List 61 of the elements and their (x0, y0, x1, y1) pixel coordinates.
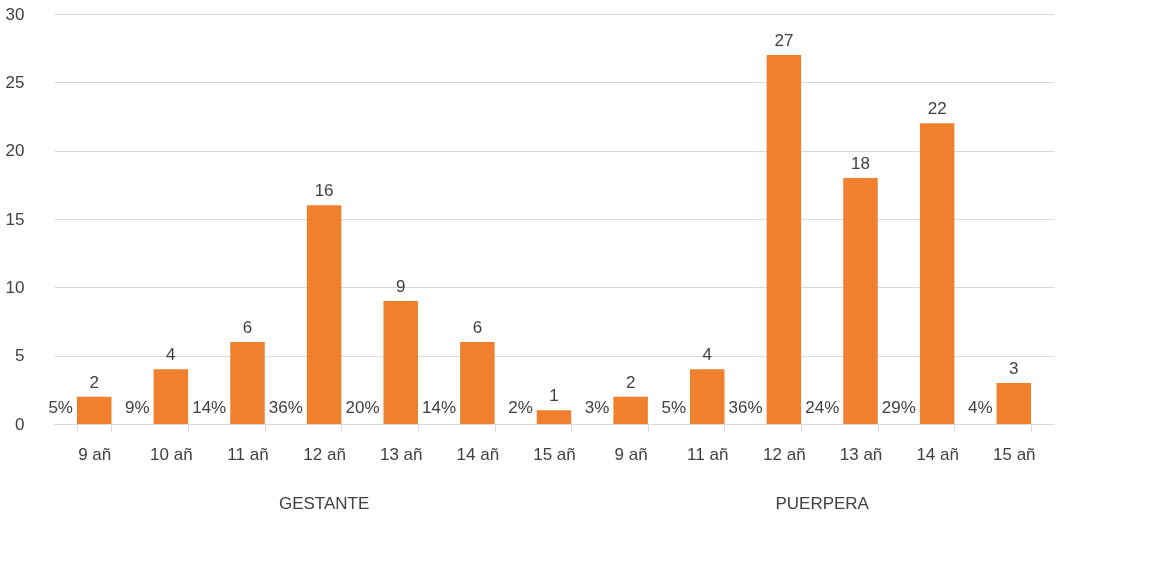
x-tick-label: 15 añ (533, 444, 576, 464)
text: PUERPERA (775, 494, 870, 513)
bar (690, 369, 725, 424)
bar (460, 342, 495, 424)
data-label: 4 (702, 345, 712, 365)
bar (306, 205, 342, 424)
text: GESTANTE (278, 494, 370, 513)
annotation: 36% (728, 398, 763, 417)
x-tick-label: 14 añ (456, 444, 500, 464)
bar (76, 396, 112, 424)
annotation: 5% (661, 398, 687, 417)
bar (996, 383, 1032, 424)
bar (919, 123, 955, 424)
x-tick-label: 9 añ (78, 444, 112, 464)
y-tick-label: 15 (5, 209, 25, 229)
x-tick-label: 14 añ (916, 444, 959, 464)
x-tick-label: 12 añ (303, 444, 346, 464)
data-label: 1 (549, 386, 559, 406)
annotation: 3% (584, 398, 610, 417)
annotation: 2% (508, 398, 533, 417)
y-tick-label: 5 (15, 346, 25, 366)
bar (613, 396, 648, 424)
annotation: 14% (192, 398, 227, 417)
annotation: 29% (881, 398, 916, 417)
x-tick-label: 12 añ (763, 444, 806, 464)
annotation: 36% (268, 398, 303, 417)
x-tick-label: 15 añ (993, 444, 1036, 464)
bar (383, 301, 418, 424)
data-label: 18 (851, 154, 870, 173)
x-tick-label: 13 añ (839, 444, 883, 464)
y-tick-label: 10 (5, 277, 25, 297)
annotation: 20% (345, 398, 380, 417)
annotation: 14% (422, 398, 457, 417)
y-tick-label: 25 (5, 72, 25, 92)
data-label: 27 (774, 31, 794, 50)
data-label: 2 (89, 372, 99, 392)
data-label: 3 (1009, 359, 1019, 378)
data-label: 4 (166, 345, 176, 365)
data-label: 9 (396, 277, 406, 296)
annotation: 24% (805, 398, 840, 417)
x-tick-label: 9 añ (614, 444, 648, 464)
x-tick-label: 10 añ (150, 444, 193, 464)
bar (536, 410, 572, 424)
data-label: 6 (242, 318, 253, 337)
y-tick-label: 20 (5, 141, 25, 161)
data-label: 16 (314, 181, 334, 201)
bar (230, 342, 265, 424)
y-tick-label: 30 (5, 4, 25, 24)
y-tick-label: 0 (15, 414, 25, 434)
data-label: 2 (625, 372, 636, 392)
x-tick-label: 11 añ (687, 444, 729, 464)
annotation: 4% (967, 398, 993, 417)
bar (766, 55, 802, 424)
annotation: 9% (125, 398, 150, 417)
x-tick-label: 11 añ (227, 444, 269, 464)
data-label: 6 (472, 318, 483, 337)
bar (843, 178, 878, 424)
x-tick-label: 13 añ (379, 444, 423, 464)
annotation: 5% (48, 398, 73, 417)
bar (153, 369, 189, 424)
data-label: 22 (927, 99, 947, 119)
